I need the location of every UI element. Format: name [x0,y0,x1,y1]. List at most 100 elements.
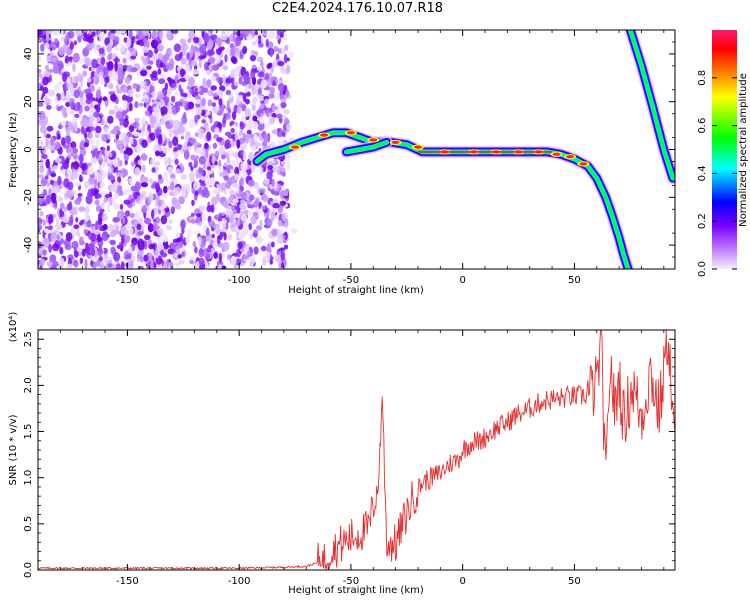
noise-blob [192,180,201,191]
noise-blob [259,95,265,102]
noise-blob [133,117,140,122]
noise-blob [52,261,60,267]
noise-blob [121,235,125,245]
noise-blob [137,159,142,166]
noise-blob [205,125,210,132]
noise-blob [84,105,90,112]
noise-blob [263,30,267,35]
noise-blob [161,131,166,142]
snr-ytick-label: 0.5 [23,516,34,532]
noise-blob [158,78,166,85]
noise-blob [98,165,102,173]
noise-blob [113,251,121,262]
noise-blob [122,64,129,69]
noise-blob [136,223,142,231]
noise-blob [207,89,214,97]
noise-blob [89,132,93,139]
noise-blob [107,61,114,71]
noise-blob [130,185,137,192]
noise-blob [207,99,213,107]
colorbar-tick-label: 0.6 [697,118,708,134]
noise-blob [218,165,222,176]
noise-blob [151,167,156,173]
noise-blob [38,161,44,167]
noise-blob [155,196,159,206]
noise-blob [66,168,73,176]
noise-blob [198,60,202,69]
noise-blob [149,84,155,94]
noise-blob [87,165,95,176]
noise-blob [160,106,168,115]
noise-blob [286,160,291,171]
noise-blob [156,44,164,51]
noise-blob [131,254,136,262]
noise-blob [180,132,185,137]
noise-blob [286,123,291,131]
noise-blob [46,55,52,63]
noise-blob [107,174,116,181]
noise-blob [61,137,66,147]
noise-blob [79,174,83,183]
noise-blob [144,217,152,225]
noise-blob [163,185,168,194]
noise-blob [63,83,67,92]
noise-blob [98,256,103,262]
noise-blob [230,120,235,126]
noise-blob [159,72,166,79]
noise-blob [186,85,191,90]
noise-blob [139,80,146,86]
noise-blob [109,129,118,135]
noise-blob [155,216,161,224]
noise-blob [232,198,239,204]
noise-blob [114,57,120,64]
noise-blob [154,137,158,142]
noise-blob [167,158,173,163]
noise-blob [222,241,230,252]
noise-blob [259,117,264,125]
noise-blob [112,192,120,199]
noise-blob [283,244,289,250]
noise-blob [81,248,86,257]
noise-blob [211,155,216,164]
noise-blob [185,236,190,244]
noise-blob [180,186,187,191]
spectrogram-ytick-label: -20 [23,189,34,205]
noise-blob [271,228,278,237]
noise-blob [265,218,273,227]
noise-blob [267,78,271,88]
spectrogram-panel: -150 -100 -50 0 50 -40 -20 0 20 40 Height of stra… [8,29,676,296]
noise-blob [48,214,54,224]
noise-blob [56,234,60,241]
noise-blob [267,165,273,170]
noise-blob [194,190,199,197]
noise-blob [132,191,139,200]
noise-blob [69,214,74,225]
noise-blob [132,201,136,207]
noise-blob [155,150,160,157]
noise-blob [98,32,104,42]
noise-blob [203,33,210,43]
noise-blob [136,144,142,154]
noise-blob [78,236,84,246]
noise-blob [69,83,74,91]
noise-blob [45,133,51,139]
noise-blob [225,48,232,55]
noise-blob [110,30,117,34]
noise-blob [54,141,62,150]
noise-blob [257,209,261,214]
noise-blob [93,111,100,118]
noise-blob [148,243,156,250]
noise-blob [257,122,265,131]
noise-blob [59,261,64,269]
noise-blob [227,233,233,241]
noise-blob [90,232,97,243]
noise-blob [84,57,91,67]
noise-blob [147,195,152,206]
noise-blob [50,173,57,178]
noise-blob [87,77,92,83]
noise-blob [157,235,162,245]
noise-blob [224,142,232,149]
noise-blob [216,183,220,188]
noise-blob [79,97,85,102]
noise-blob [107,54,112,61]
